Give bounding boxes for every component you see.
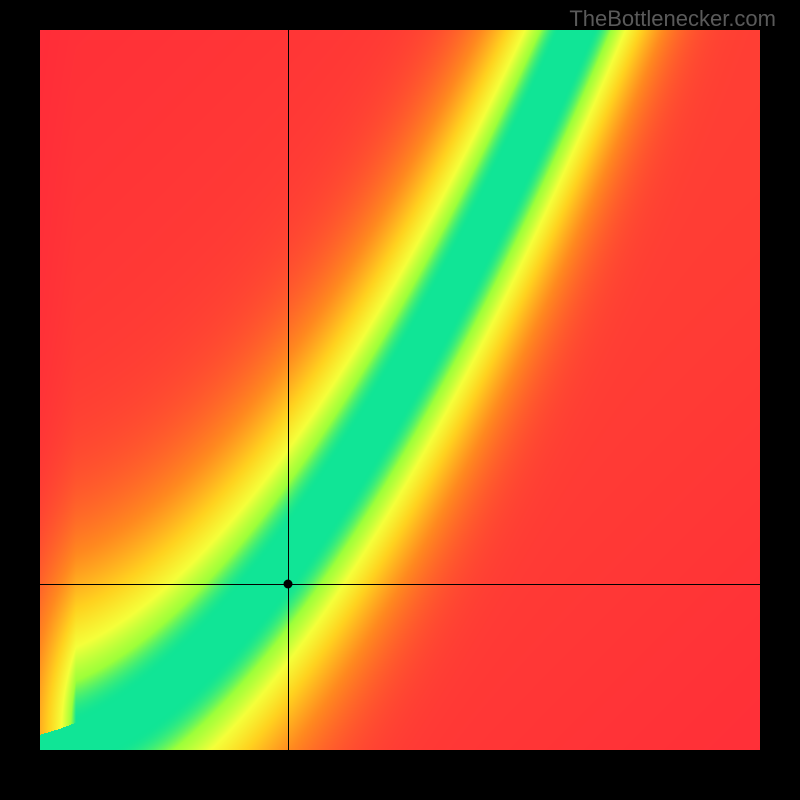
watermark-text: TheBottlenecker.com [569, 6, 776, 32]
heatmap-canvas [40, 30, 760, 750]
crosshair-vertical-line [288, 30, 289, 750]
crosshair-horizontal-line [40, 584, 760, 585]
crosshair-marker-dot [284, 580, 293, 589]
plot-area [40, 30, 760, 750]
